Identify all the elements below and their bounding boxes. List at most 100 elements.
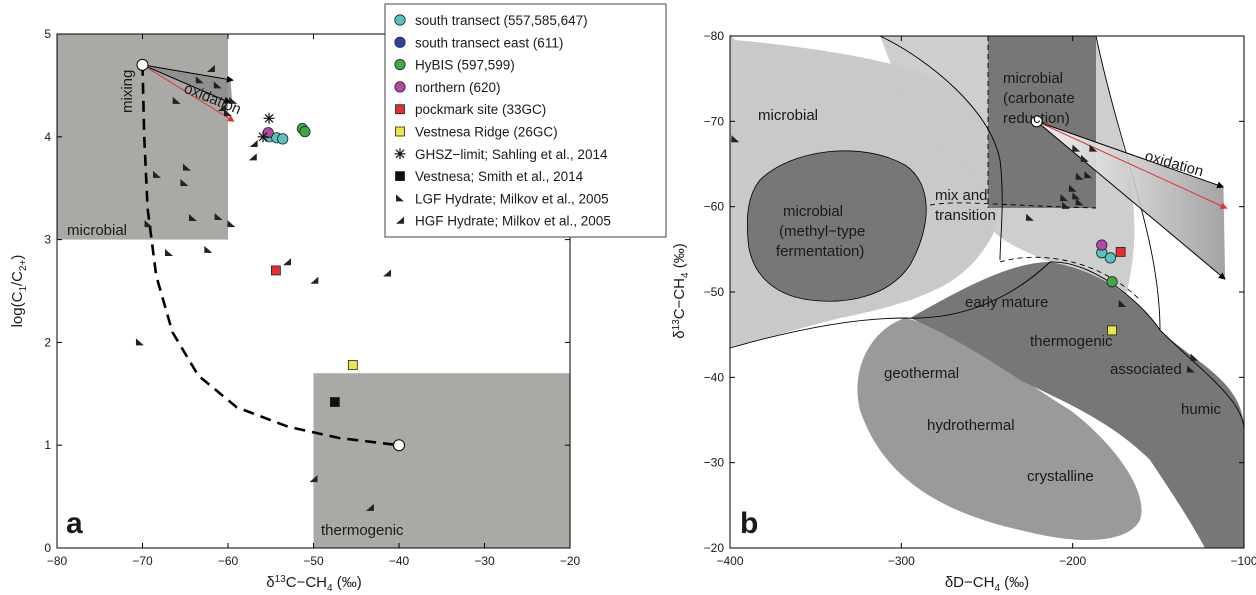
point-b-hydrates — [1072, 144, 1081, 152]
x-tick-label-a: −80 — [47, 554, 68, 568]
x-axis-label-b: δD−CH4 (‰) — [945, 574, 1029, 594]
point-hgf-hydrate-milkov-et-al-2005 — [206, 64, 215, 72]
region-label-mix-2: transition — [935, 207, 996, 224]
point-b-hydrates — [1089, 144, 1098, 152]
x-tick-label-a: −70 — [132, 554, 153, 568]
y-tick-label-b: −40 — [704, 370, 725, 384]
legend-marker-south-transect-east-611 — [394, 36, 406, 48]
legend-label-ghsz-limit-sahling-et-al-2014: GHSZ−limit; Sahling et al., 2014 — [415, 147, 608, 162]
oxidation-arrow-upper — [142, 64, 234, 83]
point-lgf-hydrate-milkov-et-al-2005 — [172, 96, 181, 104]
point-b-hydrates — [1060, 194, 1069, 202]
y-axis-label-a: log(C1/C2+) — [9, 255, 29, 328]
point-b-hydrates — [1072, 192, 1081, 200]
x-tick-label-b: −200 — [1059, 554, 1086, 568]
point-b-vestnesa-ridge — [1107, 325, 1117, 336]
point-lgf-hydrate-milkov-et-al-2005 — [227, 220, 236, 228]
panel-b: −400 −300 −200 −100 −80 −70 −60 −50 −40 −30 −20 mi… — [671, 29, 1256, 594]
panel-a-letter: a — [66, 507, 83, 540]
y-tick-label-b: −20 — [704, 541, 725, 555]
point-lgf-hydrate-milkov-et-al-2005 — [213, 81, 222, 89]
point-b-hydrates — [1080, 154, 1089, 162]
endmember-microbial — [136, 58, 149, 71]
point-b-south-transect — [1104, 252, 1116, 264]
y-tick-label-b: −70 — [704, 114, 725, 128]
legend-label-south-transect-557-585-647: south transect (557,585,647) — [415, 13, 588, 28]
point-south-transect-557-585-647 — [277, 133, 289, 145]
region-label-geothermal: geothermal — [884, 365, 959, 382]
point-b-hydrates — [1061, 201, 1070, 209]
legend-label-hybis-597-599: HyBIS (597,599) — [415, 58, 515, 73]
endmember-carbonate — [1030, 115, 1043, 128]
y-tick-label-a: 2 — [44, 335, 51, 349]
point-hgf-hydrate-milkov-et-al-2005 — [365, 503, 374, 511]
point-b-hydrates — [1068, 184, 1077, 192]
point-hgf-hydrate-milkov-et-al-2005 — [218, 104, 227, 112]
y-tick-label-b: −80 — [704, 29, 725, 43]
region-label-thermogenic-b: thermogenic — [1030, 333, 1113, 350]
oxidation-arrow-red-b — [1036, 120, 1228, 209]
region-label-carbonate-3: reduction) — [1003, 110, 1070, 127]
x-tick-label-a: −20 — [560, 554, 581, 568]
region-label-methyl-1: microbial — [783, 203, 843, 220]
region-label-mix-1: mix and — [935, 187, 988, 204]
point-hgf-hydrate-milkov-et-al-2005 — [383, 269, 392, 277]
x-tick-label-a: −30 — [474, 554, 495, 568]
point-hgf-hydrate-milkov-et-al-2005 — [310, 276, 319, 284]
point-vestnesa-smith-et-al-2014 — [329, 397, 340, 407]
legend-marker-hgf-hydrate-milkov-et-al-2005 — [396, 216, 404, 224]
legend-box — [384, 3, 667, 238]
y-tick-label-a: 0 — [44, 541, 51, 555]
point-lgf-hydrate-milkov-et-al-2005 — [144, 220, 153, 228]
point-hgf-hydrate-milkov-et-al-2005 — [248, 153, 257, 161]
legend-label-south-transect-east-611: south transect east (611) — [415, 35, 563, 50]
oxidation-arrow-upper-b — [1036, 120, 1225, 189]
region-label-microbial: microbial — [67, 222, 127, 239]
oxidation-arrow-red — [142, 64, 235, 122]
point-b-hydrates — [1084, 171, 1093, 179]
region-label-associated: associated — [1110, 361, 1182, 378]
point-vestnesa-ridge-26gc — [347, 360, 358, 370]
point-lgf-hydrate-milkov-et-al-2005 — [182, 163, 191, 171]
region-label-carbonate-1: microbial — [1003, 70, 1063, 87]
point-hgf-hydrate-milkov-et-al-2005 — [282, 258, 291, 266]
legend-label-northern-620: northern (620) — [415, 80, 501, 95]
point-hybis-597-599 — [299, 126, 311, 138]
y-tick-label-a: 1 — [44, 438, 51, 452]
boundary-mix — [929, 202, 1097, 209]
point-b-hydrates — [1075, 172, 1084, 180]
point-lgf-hydrate-milkov-et-al-2005 — [188, 214, 197, 222]
point-b-pockmark-site — [1115, 246, 1126, 257]
x-axis-label-a: δ13C−CH4 (‰) — [266, 574, 361, 594]
point-b-hydrates — [1186, 365, 1195, 373]
point-b-hydrates — [731, 135, 740, 143]
point-lgf-hydrate-milkov-et-al-2005 — [195, 76, 204, 84]
x-tick-label-a: −50 — [303, 554, 324, 568]
x-tick-label-a: −40 — [389, 554, 410, 568]
point-ghsz-limit-sahling-et-al-2014 — [263, 112, 275, 124]
legend-marker-south-transect-557-585-647 — [394, 14, 406, 26]
region-label-hydrothermal: hydrothermal — [927, 417, 1015, 434]
region-label-early-mature: early mature — [965, 294, 1048, 311]
point-lgf-hydrate-milkov-et-al-2005 — [229, 96, 238, 104]
y-tick-label-b: −50 — [704, 285, 725, 299]
region-label-humic: humic — [1181, 401, 1222, 418]
point-b-northern — [1096, 239, 1108, 251]
region-label-methyl-3: fermentation) — [776, 243, 864, 260]
legend-label-lgf-hydrate-milkov-et-al-2005: LGF Hydrate; Milkov et al., 2005 — [415, 191, 609, 206]
y-tick-label-a: 5 — [44, 27, 51, 41]
point-lgf-hydrate-milkov-et-al-2005 — [204, 245, 213, 253]
y-tick-label-a: 3 — [44, 233, 51, 247]
point-lgf-hydrate-milkov-et-al-2005 — [153, 170, 162, 178]
point-pockmark-site-33gc — [270, 265, 281, 276]
y-axis-label-b: δ13C−CH4 (‰) — [671, 243, 691, 338]
legend-label-vestnesa-smith-et-al-2014: Vestnesa; Smith et al., 2014 — [415, 169, 584, 184]
legend-marker-vestnesa-smith-et-al-2014 — [395, 171, 405, 182]
legend-marker-pockmark-site-33gc — [395, 104, 405, 115]
region-thermogenic — [313, 373, 570, 548]
point-lgf-hydrate-milkov-et-al-2005 — [135, 338, 144, 346]
legend-label-vestnesa-ridge-26gc: Vestnesa Ridge (26GC) — [415, 125, 558, 140]
panel-b-letter: b — [740, 507, 758, 540]
oxidation-arrow-lower-b — [1036, 120, 1226, 280]
